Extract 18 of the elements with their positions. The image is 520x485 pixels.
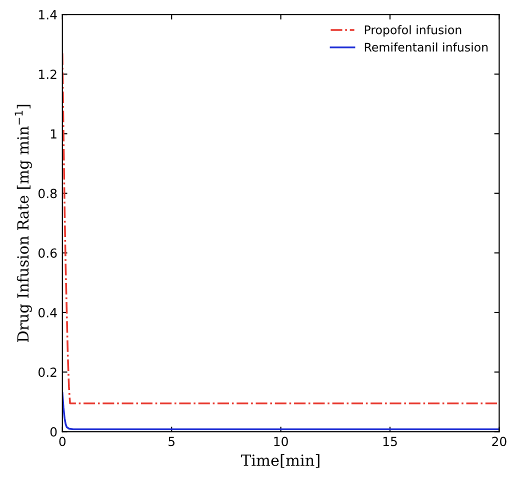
- line-series: [62, 52, 500, 404]
- y-tick-label: 1.2: [39, 70, 56, 79]
- x-tick-label: 10: [274, 436, 288, 446]
- y-tick-label: 1.4: [39, 10, 57, 20]
- x-tick-label: 20: [492, 436, 506, 446]
- y-tick-label: 0.2: [38, 368, 56, 377]
- y-tick-label: 0.8: [38, 188, 57, 198]
- y-tick-label: 0.4: [38, 308, 57, 318]
- legend-label: Remifentanil infusion: [364, 42, 488, 52]
- y-axis-title: Drug Infusion Rate [mg min$^{−1}$]: [14, 104, 32, 342]
- x-tick-label: 15: [383, 436, 397, 446]
- x-axis-title: Time[min]: [241, 454, 320, 468]
- x-tick-label: 0: [59, 436, 66, 446]
- legend-label: Propofol infusion: [364, 25, 462, 37]
- y-tick-label: 0.6: [38, 248, 57, 258]
- y-tick-label: 0: [50, 427, 57, 437]
- x-tick-label: 5: [168, 436, 174, 446]
- y-tick-label: 1: [50, 129, 56, 138]
